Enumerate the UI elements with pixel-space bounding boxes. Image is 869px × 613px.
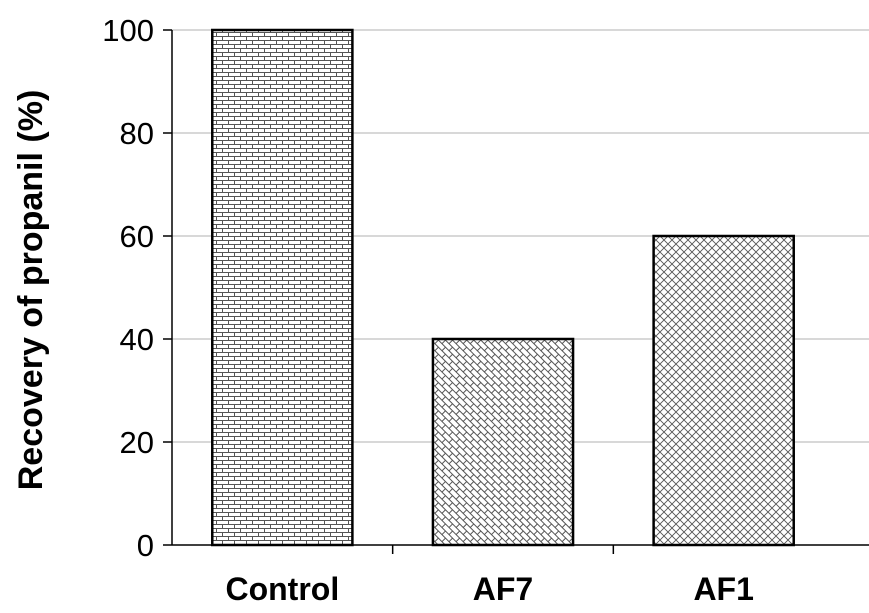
axes: [163, 29, 869, 554]
y-tick-label: 0: [137, 528, 154, 563]
bar-control: [211, 28, 354, 547]
x-tick-label: AF1: [693, 571, 753, 607]
bar-af1: [652, 234, 795, 547]
y-tick-label: 60: [120, 219, 154, 254]
y-tick-label: 40: [120, 322, 154, 357]
y-axis-title: Recovery of propanil (%): [12, 90, 50, 491]
y-tick-label: 80: [120, 116, 154, 151]
x-tick-label: Control: [225, 571, 339, 607]
x-category-labels: Control AF7 AF1: [225, 571, 753, 607]
bar-af7: [431, 337, 575, 547]
bars: [211, 28, 795, 547]
x-tick-label: AF7: [473, 571, 533, 607]
y-tick-labels: 0 20 40 60 80 100: [102, 13, 154, 563]
y-tick-label: 20: [120, 425, 154, 460]
y-tick-label: 100: [102, 13, 154, 48]
